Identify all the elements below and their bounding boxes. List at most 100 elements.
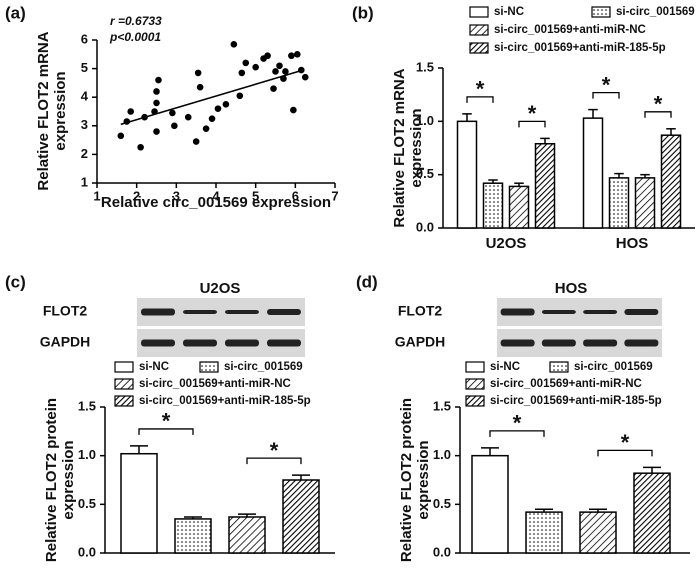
blot-band [267, 309, 301, 315]
blot-band [267, 339, 301, 347]
x-tick-label: 7 [331, 188, 338, 203]
significance-bracket [466, 96, 494, 103]
bar [634, 177, 656, 229]
bar [608, 177, 630, 229]
y-tick-label: 1.5 [416, 59, 434, 74]
panel-label: (a) [5, 3, 26, 22]
x-tick-label: 5 [252, 188, 259, 203]
legend-label: si-NC [139, 361, 169, 373]
y-tick-label: 2 [81, 146, 88, 161]
data-point [238, 69, 246, 77]
annotation: r =0.6733 [110, 14, 162, 28]
significance-label: * [476, 77, 485, 102]
y-axis-label: Relative FLOT2 mRNA expression [391, 68, 425, 228]
panel-label: (b) [352, 3, 374, 22]
x-tick-label: 2 [133, 188, 140, 203]
data-point [222, 101, 230, 108]
significance-label: * [654, 92, 663, 117]
legend-swatch [469, 24, 489, 36]
significance-label: * [621, 430, 630, 455]
data-point [153, 99, 160, 107]
blot-row-label: GAPDH [395, 334, 446, 350]
blot-band [500, 308, 535, 316]
blot-band [624, 339, 659, 347]
data-point [155, 76, 162, 84]
y-tick-label: 0.5 [78, 496, 96, 511]
blot-band [624, 309, 659, 315]
significance-label: * [602, 72, 611, 97]
bar [508, 185, 530, 229]
legend-swatch [114, 395, 134, 407]
bar [282, 479, 320, 554]
annotation: p<0.0001 [109, 30, 161, 44]
data-point [171, 122, 178, 130]
data-point [276, 62, 283, 70]
data-point [282, 68, 289, 75]
blot-title: HOS [555, 280, 588, 297]
y-tick-label: 1.0 [78, 447, 96, 462]
legend-label: si-circ_001569 [574, 361, 653, 373]
y-tick-label: 0.0 [416, 219, 434, 234]
blot-band [500, 339, 535, 347]
fit-line [120, 69, 304, 126]
blot-band [541, 339, 576, 347]
y-tick-label: 1.0 [433, 447, 451, 462]
data-point [194, 69, 202, 77]
y-axis-label: Relative FLOT2 protein expression [43, 397, 77, 563]
y-axis-label: Relative FLOT2 protein expression [398, 397, 432, 563]
data-point [184, 113, 192, 121]
legend-label: si-circ_001569+anti-miR-NC [490, 378, 642, 390]
data-point [127, 108, 135, 115]
bar [482, 182, 504, 229]
legend-swatch [465, 378, 485, 390]
y-tick-label: 6 [81, 31, 88, 46]
bar [471, 454, 509, 554]
significance-label: * [270, 438, 279, 463]
legend-label: si-NC [490, 361, 520, 373]
significance-bracket [246, 457, 302, 465]
data-point [196, 83, 204, 91]
x-tick-label: 1 [93, 188, 100, 203]
data-point [264, 52, 271, 60]
significance-label: * [528, 101, 537, 126]
data-point [242, 59, 250, 67]
significance-bracket [597, 449, 653, 457]
significance-bracket [644, 111, 672, 118]
y-tick-label: 1 [81, 174, 88, 189]
y-tick-label: 0.5 [416, 166, 434, 181]
data-point [294, 51, 301, 58]
legend-swatch [465, 395, 485, 407]
blot-band [183, 310, 217, 314]
y-tick-label: 1.5 [78, 398, 96, 413]
data-point [290, 106, 297, 114]
bar [120, 452, 158, 554]
data-point [208, 115, 216, 122]
significance-label: * [513, 411, 522, 436]
legend-swatch [469, 6, 489, 18]
legend-swatch [114, 361, 134, 373]
data-point [270, 85, 277, 92]
blot-band [583, 339, 618, 347]
y-tick-label: 0.0 [433, 544, 451, 559]
y-tick-label: 0.5 [433, 496, 451, 511]
data-point [272, 68, 279, 75]
y-axis-label: Relative FLOT2 mRNA expression [35, 31, 69, 191]
significance-bracket [518, 120, 546, 128]
data-point [230, 40, 238, 48]
bar [456, 120, 478, 229]
y-tick-label: 0.0 [78, 544, 96, 559]
x-tick-label: U2OS [486, 235, 527, 252]
blot-band [583, 310, 618, 314]
legend-swatch [469, 42, 489, 54]
blot-row-label: FLOT2 [43, 303, 88, 319]
data-point [252, 63, 259, 71]
blot-band [225, 339, 259, 347]
significance-bracket [489, 430, 545, 437]
data-point [236, 92, 244, 100]
bar [174, 518, 212, 554]
bar [534, 142, 556, 229]
blot-band [183, 339, 217, 347]
data-point [153, 128, 160, 135]
panel-label: (d) [356, 272, 378, 291]
